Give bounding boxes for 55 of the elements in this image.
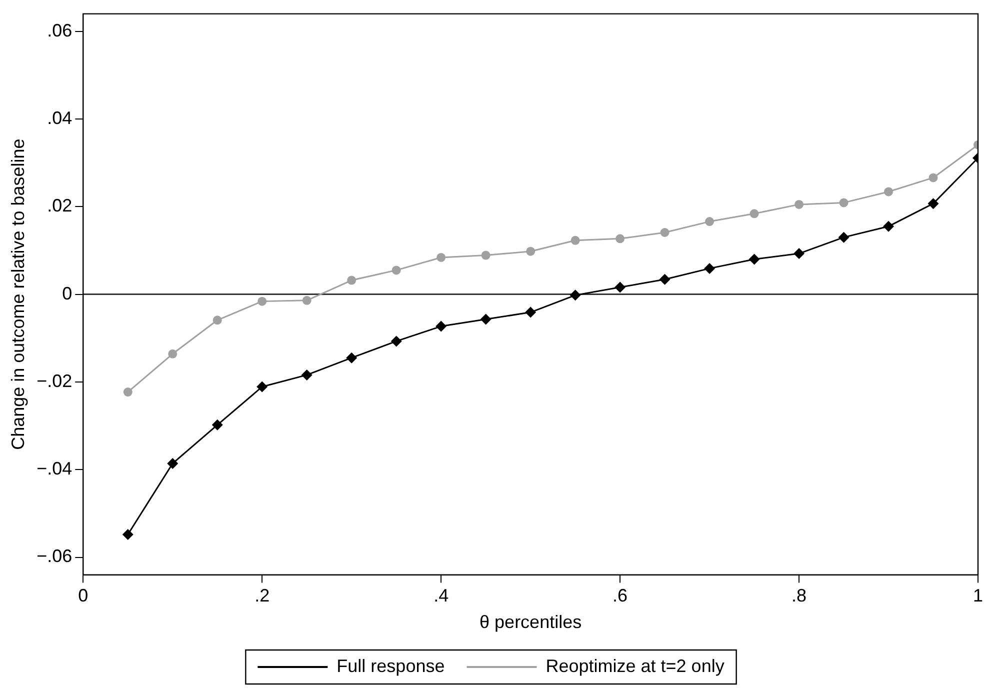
- point: [750, 209, 759, 218]
- x-tick-label: .6: [612, 586, 628, 606]
- point: [480, 314, 492, 325]
- point: [883, 220, 894, 232]
- point: [347, 276, 356, 285]
- point: [167, 458, 178, 469]
- point: [122, 528, 134, 540]
- point: [302, 296, 312, 305]
- point: [212, 419, 223, 430]
- point: [570, 290, 581, 301]
- point: [481, 250, 490, 260]
- point: [838, 232, 850, 243]
- point: [659, 274, 670, 285]
- point: [212, 316, 222, 325]
- y-tick-label: 0: [62, 283, 72, 304]
- point: [258, 296, 267, 306]
- point: [256, 381, 268, 392]
- point: [570, 236, 580, 245]
- point: [748, 254, 760, 265]
- point: [614, 282, 626, 293]
- point: [436, 252, 446, 262]
- x-tick-label: .8: [792, 586, 807, 606]
- point: [168, 349, 178, 358]
- legend-label: Reoptimize at t=2 only: [546, 656, 724, 676]
- point: [884, 187, 894, 196]
- point: [616, 234, 625, 244]
- point: [525, 306, 536, 318]
- point: [346, 352, 358, 364]
- y-tick-label: .02: [47, 196, 72, 216]
- y-tick-label: .06: [47, 20, 72, 40]
- y-tick-label: −.04: [36, 458, 72, 479]
- point: [928, 198, 939, 210]
- y-tick-label: −.06: [36, 546, 72, 566]
- point: [123, 388, 132, 397]
- point: [390, 336, 402, 347]
- point: [839, 198, 848, 208]
- point: [794, 248, 805, 260]
- x-tick-label: .4: [434, 586, 449, 606]
- point: [301, 369, 312, 380]
- x-tick-label: .2: [254, 586, 270, 606]
- point: [392, 266, 401, 275]
- point: [928, 173, 938, 182]
- x-tick-label: 0: [78, 586, 88, 606]
- point: [794, 200, 804, 209]
- point: [660, 228, 670, 238]
- point: [704, 262, 716, 274]
- y-tick-label: −.02: [36, 370, 72, 391]
- point: [436, 320, 447, 332]
- x-axis-title: θ percentiles: [480, 612, 582, 632]
- y-tick-label: .04: [47, 108, 72, 128]
- x-tick-label: 1: [972, 586, 983, 606]
- y-axis-title: Change in outcome relative to baseline: [8, 138, 28, 450]
- point: [705, 217, 714, 226]
- point: [526, 246, 536, 256]
- legend-label: Full response: [336, 656, 445, 676]
